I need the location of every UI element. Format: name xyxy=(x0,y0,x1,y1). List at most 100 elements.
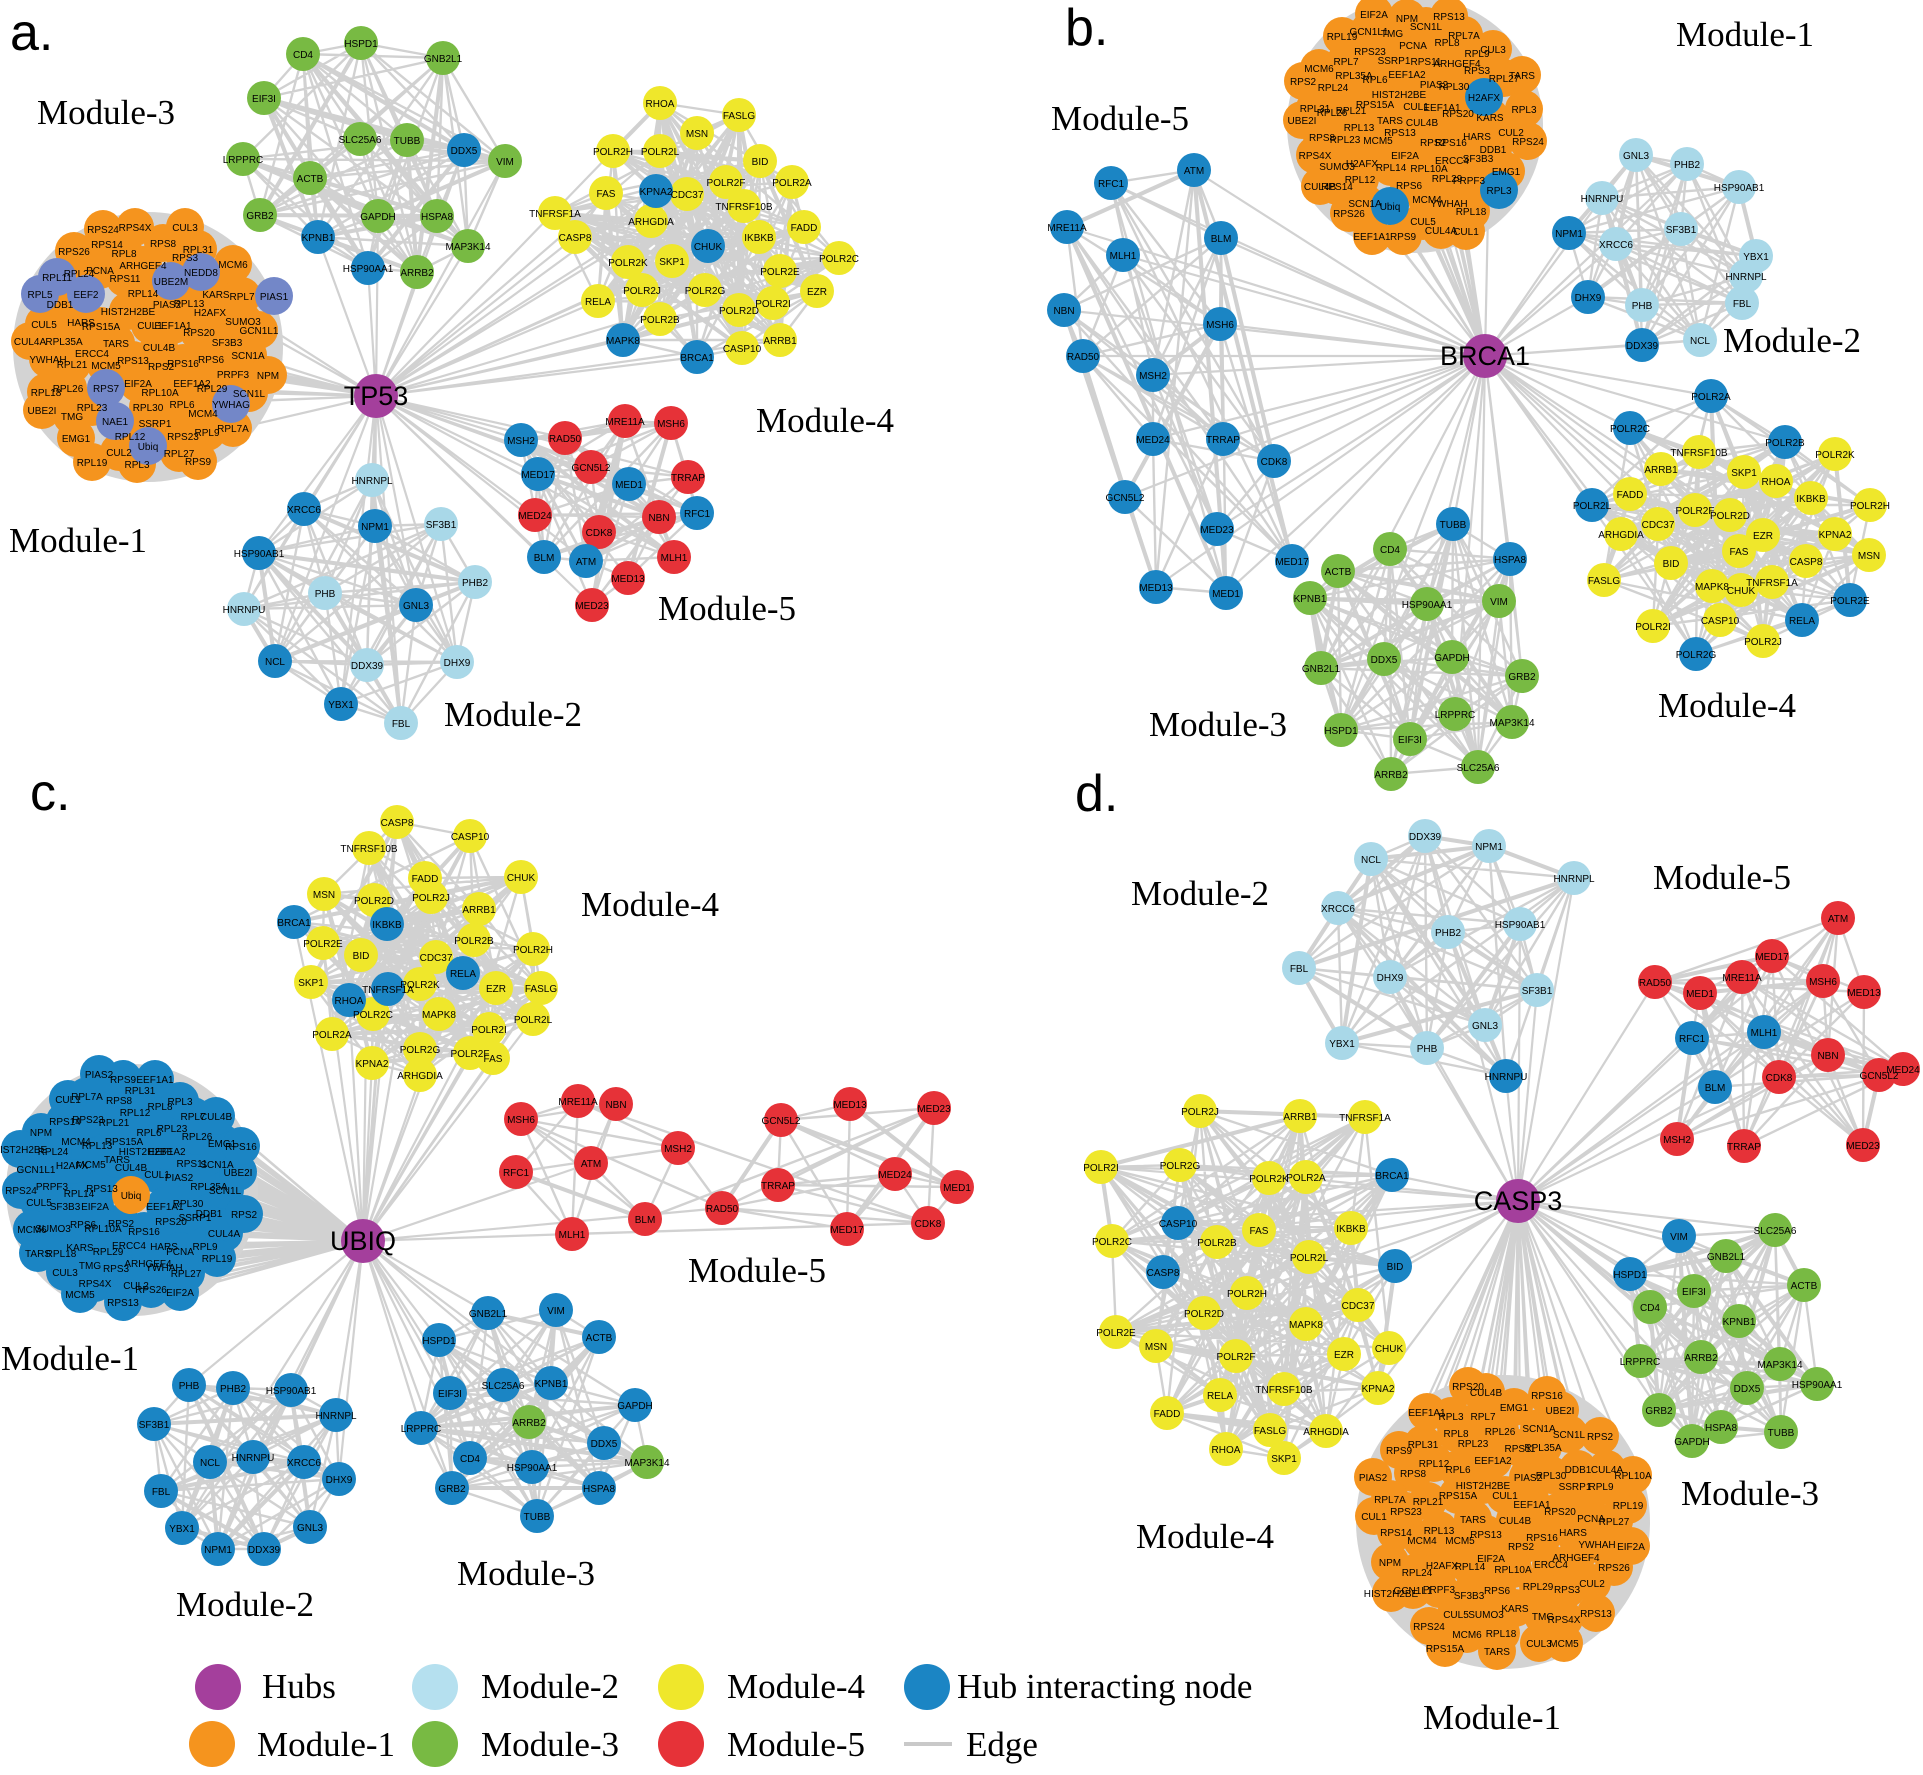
svg-text:MAPK8: MAPK8 xyxy=(606,336,640,347)
svg-text:ERCC4: ERCC4 xyxy=(1435,156,1469,167)
svg-text:POLR2H: POLR2H xyxy=(1227,1289,1267,1300)
svg-text:PIAS2: PIAS2 xyxy=(1420,80,1449,91)
svg-text:RPL24: RPL24 xyxy=(38,1147,69,1158)
svg-text:MED24: MED24 xyxy=(878,1170,912,1181)
svg-text:NPM1: NPM1 xyxy=(1475,842,1503,853)
svg-text:IKBKB: IKBKB xyxy=(372,920,402,931)
svg-text:IKBKB: IKBKB xyxy=(1796,494,1826,505)
svg-text:MSH2: MSH2 xyxy=(664,1144,692,1155)
svg-text:c.: c. xyxy=(30,764,70,822)
svg-text:HSPD1: HSPD1 xyxy=(1613,1270,1647,1281)
svg-text:SCN1A: SCN1A xyxy=(1522,1424,1556,1435)
svg-text:MED17: MED17 xyxy=(521,470,555,481)
svg-text:TNFRSF1A: TNFRSF1A xyxy=(1339,1113,1391,1124)
svg-text:POLR2G: POLR2G xyxy=(1160,1161,1201,1172)
svg-text:MCM6: MCM6 xyxy=(218,260,248,271)
svg-text:RPL8: RPL8 xyxy=(147,1102,172,1113)
svg-text:TARS: TARS xyxy=(1484,1647,1510,1658)
svg-text:RPL14: RPL14 xyxy=(1376,163,1407,174)
svg-text:EIF3I: EIF3I xyxy=(252,94,276,105)
svg-text:RPS14: RPS14 xyxy=(1380,1528,1412,1539)
svg-text:BID: BID xyxy=(1387,1262,1404,1273)
svg-text:RPS2: RPS2 xyxy=(1508,1542,1535,1553)
svg-text:GNB2L1: GNB2L1 xyxy=(469,1309,508,1320)
svg-text:GNB2L1: GNB2L1 xyxy=(1707,1252,1746,1263)
svg-text:Module-1: Module-1 xyxy=(1676,15,1814,54)
svg-text:CD4: CD4 xyxy=(1640,1303,1660,1314)
svg-text:H2AFX: H2AFX xyxy=(1468,93,1501,104)
svg-text:SF3B1: SF3B1 xyxy=(1522,986,1553,997)
svg-text:RPL26: RPL26 xyxy=(1317,108,1348,119)
svg-text:EIF2A: EIF2A xyxy=(124,379,152,390)
svg-text:FAS: FAS xyxy=(597,189,616,200)
svg-text:RPL12: RPL12 xyxy=(1345,175,1376,186)
svg-text:EEF1A1: EEF1A1 xyxy=(1513,1500,1551,1511)
svg-text:RPL31: RPL31 xyxy=(125,1086,156,1097)
svg-text:Module-3: Module-3 xyxy=(37,93,175,132)
svg-text:SF3B1: SF3B1 xyxy=(139,1420,170,1431)
svg-text:IKBKB: IKBKB xyxy=(744,233,774,244)
svg-text:RPS2: RPS2 xyxy=(1587,1432,1614,1443)
svg-text:RHOA: RHOA xyxy=(1762,477,1791,488)
svg-text:Module-4: Module-4 xyxy=(1658,686,1796,725)
svg-text:RELA: RELA xyxy=(1789,616,1815,627)
svg-text:POLR2F: POLR2F xyxy=(1217,1352,1256,1363)
svg-text:MED13: MED13 xyxy=(1139,583,1173,594)
svg-text:PIAS2: PIAS2 xyxy=(1359,1473,1388,1484)
svg-text:H2AFX: H2AFX xyxy=(56,1161,89,1172)
svg-text:H2AFX: H2AFX xyxy=(1426,1561,1459,1572)
svg-text:MSN: MSN xyxy=(313,890,335,901)
svg-text:ACTB: ACTB xyxy=(1791,1281,1818,1292)
svg-text:NPM1: NPM1 xyxy=(1555,229,1583,240)
svg-text:Ubiq: Ubiq xyxy=(138,442,159,453)
svg-text:PCNA: PCNA xyxy=(86,266,114,277)
svg-text:RPL7: RPL7 xyxy=(1333,57,1358,68)
svg-text:PHB2: PHB2 xyxy=(220,1384,247,1395)
svg-text:EEF1A2: EEF1A2 xyxy=(148,1147,186,1158)
svg-text:FBL: FBL xyxy=(152,1487,171,1498)
svg-text:RPL10A: RPL10A xyxy=(84,1224,122,1235)
svg-text:CUL1: CUL1 xyxy=(1403,102,1429,113)
svg-text:DHX9: DHX9 xyxy=(326,1475,353,1486)
svg-text:TNFRSF1A: TNFRSF1A xyxy=(362,985,414,996)
svg-text:CHUK: CHUK xyxy=(694,242,723,253)
svg-text:NBN: NBN xyxy=(605,1100,626,1111)
svg-text:RPS2: RPS2 xyxy=(148,362,175,373)
svg-text:RPS15A: RPS15A xyxy=(1356,100,1395,111)
svg-text:CD4: CD4 xyxy=(293,50,313,61)
svg-text:POLR2F: POLR2F xyxy=(707,178,746,189)
svg-text:SF3B1: SF3B1 xyxy=(1666,225,1697,236)
svg-text:MED1: MED1 xyxy=(1686,989,1714,1000)
svg-text:MSN: MSN xyxy=(1145,1342,1167,1353)
svg-text:SLC25A6: SLC25A6 xyxy=(1457,763,1500,774)
svg-text:RPL35A: RPL35A xyxy=(1335,71,1373,82)
svg-text:RPL18: RPL18 xyxy=(1486,1629,1517,1640)
svg-text:CASP10: CASP10 xyxy=(723,344,762,355)
svg-text:RPL6: RPL6 xyxy=(1362,75,1387,86)
svg-text:EZR: EZR xyxy=(486,984,506,995)
svg-text:Module-2: Module-2 xyxy=(176,1585,314,1624)
svg-text:Module-1: Module-1 xyxy=(1,1339,139,1378)
svg-text:RPL23: RPL23 xyxy=(1330,135,1361,146)
svg-text:TUBB: TUBB xyxy=(1768,1428,1795,1439)
svg-text:DHX9: DHX9 xyxy=(1575,293,1602,304)
svg-text:LRPPRC: LRPPRC xyxy=(1435,710,1476,721)
svg-text:MCM5: MCM5 xyxy=(1445,1536,1475,1547)
svg-text:RPL29: RPL29 xyxy=(1523,1582,1554,1593)
svg-text:YBX1: YBX1 xyxy=(169,1524,195,1535)
svg-text:RPL26: RPL26 xyxy=(182,1132,213,1143)
svg-text:CD4: CD4 xyxy=(1380,545,1400,556)
svg-text:FBL: FBL xyxy=(1733,299,1752,310)
svg-text:HNRNPU: HNRNPU xyxy=(223,605,266,616)
svg-text:POLR2L: POLR2L xyxy=(1290,1253,1329,1264)
svg-text:ATM: ATM xyxy=(576,557,596,568)
svg-text:RPL19: RPL19 xyxy=(202,1254,233,1265)
svg-text:RPL10A: RPL10A xyxy=(1614,1471,1652,1482)
svg-text:RPL27: RPL27 xyxy=(164,449,195,460)
svg-text:GCN1L1: GCN1L1 xyxy=(240,326,279,337)
svg-text:SCN1L: SCN1L xyxy=(1553,1430,1586,1441)
svg-text:RPS13: RPS13 xyxy=(1580,1609,1612,1620)
svg-text:RPS23: RPS23 xyxy=(167,432,199,443)
svg-text:Module-4: Module-4 xyxy=(1136,1517,1274,1556)
svg-text:FADD: FADD xyxy=(1154,1409,1181,1420)
